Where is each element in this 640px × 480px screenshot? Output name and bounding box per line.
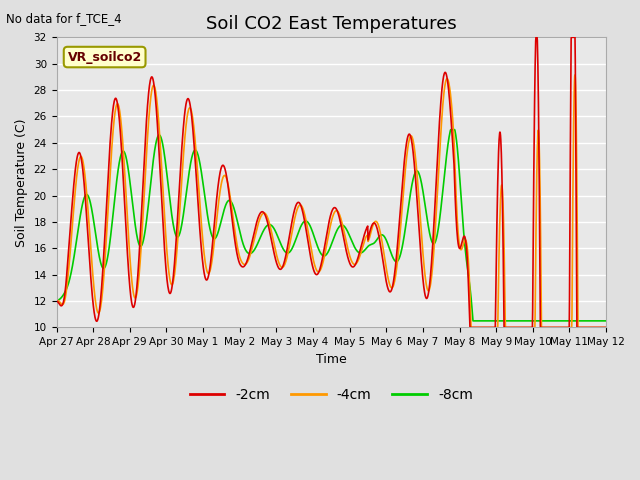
Text: No data for f_TCE_4: No data for f_TCE_4 bbox=[6, 12, 122, 25]
-2cm bbox=[602, 324, 610, 330]
-8cm bbox=[602, 318, 610, 324]
-4cm bbox=[486, 324, 493, 330]
-2cm bbox=[81, 186, 88, 192]
-2cm bbox=[466, 324, 474, 330]
X-axis label: Time: Time bbox=[316, 353, 347, 366]
-2cm bbox=[486, 324, 493, 330]
-8cm bbox=[52, 298, 60, 303]
Line: -8cm: -8cm bbox=[56, 130, 606, 321]
Y-axis label: Soil Temperature (C): Soil Temperature (C) bbox=[15, 118, 28, 247]
-8cm bbox=[587, 318, 595, 324]
-4cm bbox=[305, 235, 313, 240]
-2cm bbox=[320, 249, 328, 254]
-4cm bbox=[586, 324, 594, 330]
-4cm bbox=[602, 324, 610, 330]
Line: -2cm: -2cm bbox=[56, 37, 606, 327]
-4cm bbox=[52, 298, 60, 304]
-8cm bbox=[320, 253, 328, 259]
-2cm bbox=[52, 298, 60, 304]
-4cm bbox=[81, 169, 88, 175]
-8cm bbox=[305, 221, 313, 227]
-2cm bbox=[586, 324, 594, 330]
-2cm bbox=[587, 324, 595, 330]
-8cm bbox=[586, 318, 594, 324]
-8cm bbox=[486, 318, 493, 324]
-8cm bbox=[469, 318, 477, 324]
Text: VR_soilco2: VR_soilco2 bbox=[67, 50, 142, 63]
-4cm bbox=[571, 72, 579, 78]
Legend: -2cm, -4cm, -8cm: -2cm, -4cm, -8cm bbox=[184, 383, 479, 408]
Title: Soil CO2 East Temperatures: Soil CO2 East Temperatures bbox=[206, 15, 457, 33]
-4cm bbox=[320, 256, 328, 262]
-2cm bbox=[305, 246, 313, 252]
Line: -4cm: -4cm bbox=[56, 75, 606, 327]
-4cm bbox=[587, 324, 595, 330]
-8cm bbox=[81, 194, 88, 200]
-2cm bbox=[532, 35, 540, 40]
-4cm bbox=[467, 324, 475, 330]
-8cm bbox=[447, 127, 454, 132]
